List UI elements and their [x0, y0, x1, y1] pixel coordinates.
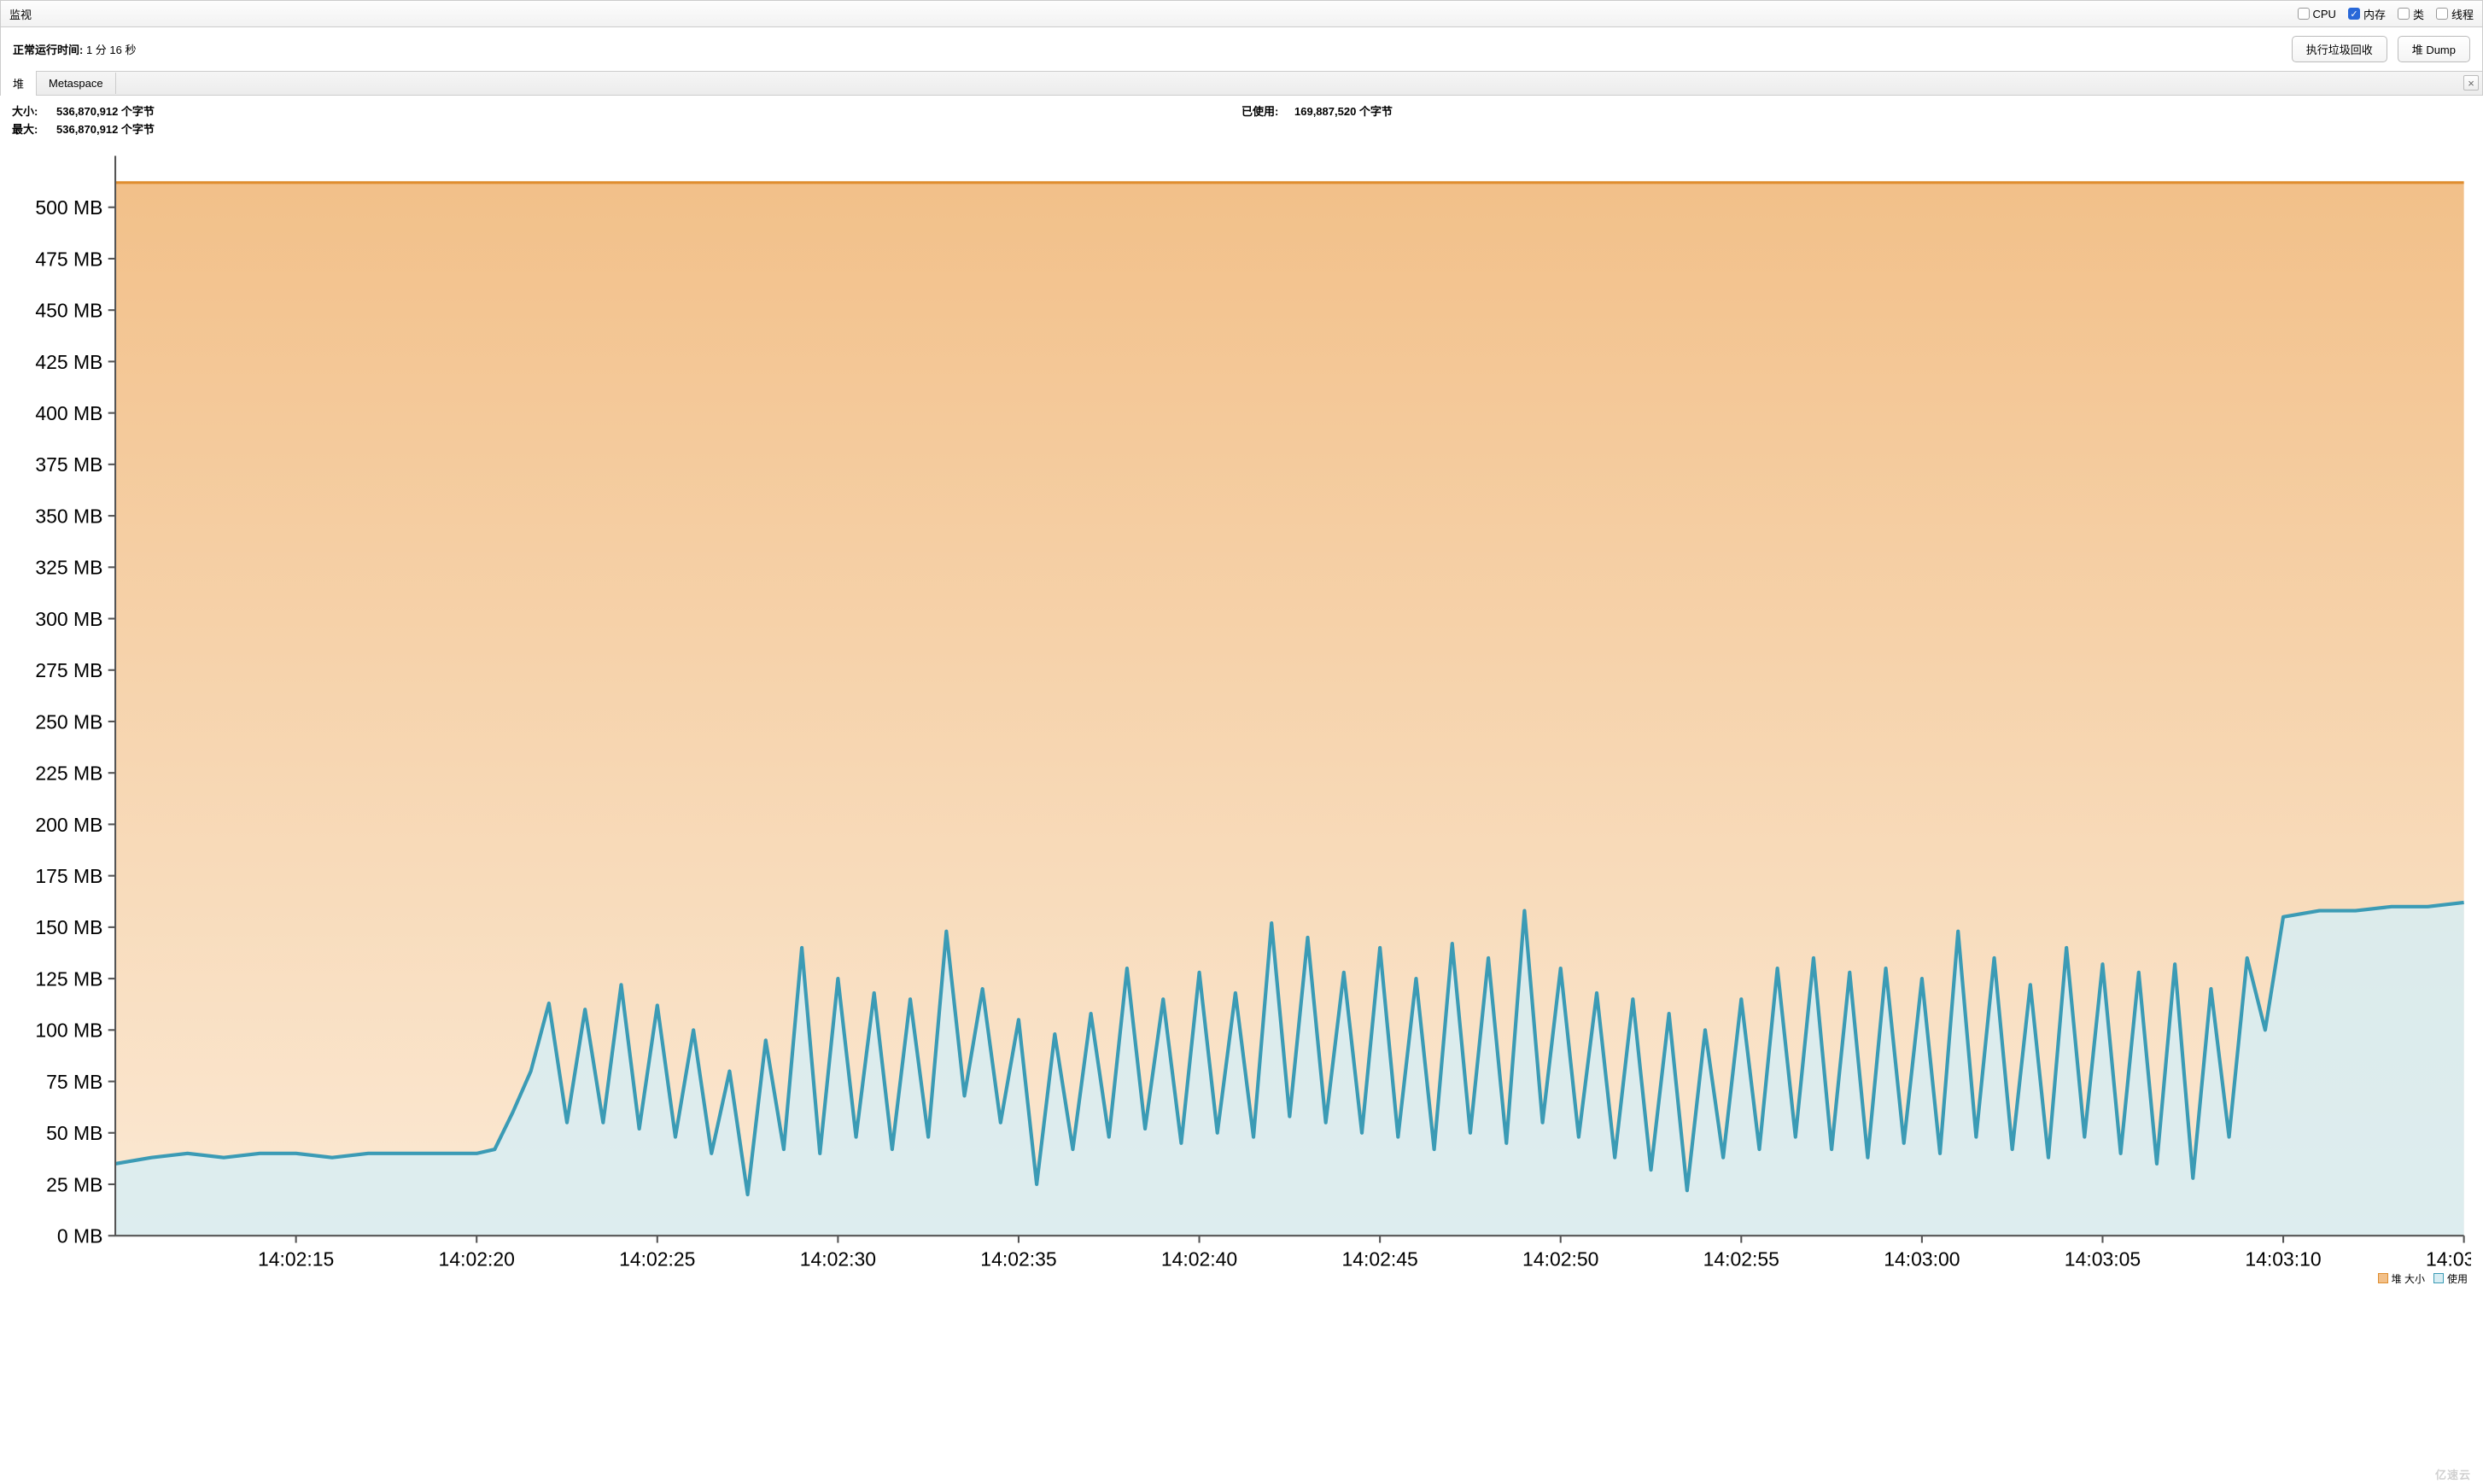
- svg-text:275 MB: 275 MB: [35, 659, 102, 681]
- heap-chart: 0 MB 25 MB 50 MB 75 MB 100 MB 125 MB 150 MB 175…: [12, 145, 2471, 1286]
- used-label: 已使用:: [1242, 102, 1289, 119]
- status-bar: 正常运行时间: 1 分 16 秒 执行垃圾回收 堆 Dump: [0, 27, 2483, 72]
- svg-text:14:03:10: 14:03:10: [2245, 1248, 2321, 1271]
- legend-swatch-icon: [2378, 1273, 2388, 1283]
- toggle-label: 内存: [2363, 6, 2386, 22]
- checkbox-icon: ✓: [2348, 8, 2360, 20]
- uptime: 正常运行时间: 1 分 16 秒: [13, 41, 137, 57]
- toggle-label: CPU: [2313, 8, 2336, 20]
- svg-text:350 MB: 350 MB: [35, 505, 102, 527]
- svg-text:14:03:15: 14:03:15: [2426, 1248, 2471, 1271]
- svg-text:0 MB: 0 MB: [57, 1225, 103, 1247]
- svg-text:250 MB: 250 MB: [35, 710, 102, 733]
- view-toggle-group: CPU ✓ 内存 类 线程: [2298, 6, 2474, 22]
- svg-text:14:03:00: 14:03:00: [1884, 1248, 1960, 1271]
- legend-label: 堆 大小: [2392, 1271, 2425, 1286]
- toggle-memory[interactable]: ✓ 内存: [2348, 6, 2386, 22]
- svg-text:14:02:20: 14:02:20: [439, 1248, 515, 1271]
- max-label: 最大:: [12, 120, 51, 137]
- uptime-value: 1 分 16 秒: [86, 44, 137, 56]
- svg-text:325 MB: 325 MB: [35, 557, 102, 579]
- chart-svg: 0 MB 25 MB 50 MB 75 MB 100 MB 125 MB 150 MB 175…: [12, 145, 2471, 1286]
- svg-text:175 MB: 175 MB: [35, 865, 102, 887]
- heap-stats: 大小: 536,870,912 个字节 最大: 536,870,912 个字节 …: [0, 96, 2483, 140]
- svg-text:500 MB: 500 MB: [35, 196, 102, 219]
- action-buttons: 执行垃圾回收 堆 Dump: [2292, 36, 2470, 62]
- size-value: 536,870,912 个字节: [56, 102, 155, 119]
- legend-heap-size: 堆 大小: [2378, 1271, 2425, 1286]
- svg-text:50 MB: 50 MB: [46, 1122, 102, 1144]
- svg-text:475 MB: 475 MB: [35, 248, 102, 270]
- max-value: 536,870,912 个字节: [56, 120, 155, 137]
- svg-text:75 MB: 75 MB: [46, 1071, 102, 1093]
- svg-text:14:02:25: 14:02:25: [619, 1248, 695, 1271]
- svg-text:300 MB: 300 MB: [35, 608, 102, 630]
- svg-text:375 MB: 375 MB: [35, 453, 102, 476]
- svg-text:400 MB: 400 MB: [35, 402, 102, 424]
- size-label: 大小:: [12, 102, 51, 119]
- used-value: 169,887,520 个字节: [1294, 102, 1393, 119]
- checkbox-icon: [2398, 8, 2410, 20]
- svg-text:14:02:15: 14:02:15: [258, 1248, 334, 1271]
- chart-legend: 堆 大小 使用: [2375, 1270, 2471, 1288]
- legend-swatch-icon: [2433, 1273, 2444, 1283]
- svg-text:25 MB: 25 MB: [46, 1173, 102, 1195]
- toggle-label: 线程: [2451, 6, 2474, 22]
- svg-text:14:03:05: 14:03:05: [2065, 1248, 2141, 1271]
- close-icon[interactable]: ×: [2463, 75, 2479, 91]
- svg-text:125 MB: 125 MB: [35, 967, 102, 990]
- toolbar-title: 监视: [9, 6, 32, 22]
- svg-text:14:02:35: 14:02:35: [980, 1248, 1056, 1271]
- toolbar: 监视 CPU ✓ 内存 类 线程: [0, 0, 2483, 27]
- checkbox-icon: [2436, 8, 2448, 20]
- tab-heap[interactable]: 堆: [1, 71, 37, 96]
- svg-text:450 MB: 450 MB: [35, 300, 102, 322]
- svg-text:14:02:30: 14:02:30: [800, 1248, 876, 1271]
- svg-text:14:02:45: 14:02:45: [1341, 1248, 1417, 1271]
- svg-text:425 MB: 425 MB: [35, 351, 102, 373]
- heap-dump-button[interactable]: 堆 Dump: [2398, 36, 2470, 62]
- toggle-classes[interactable]: 类: [2398, 6, 2424, 22]
- svg-text:14:02:50: 14:02:50: [1522, 1248, 1598, 1271]
- gc-button[interactable]: 执行垃圾回收: [2292, 36, 2387, 62]
- svg-text:100 MB: 100 MB: [35, 1020, 102, 1042]
- toggle-cpu[interactable]: CPU: [2298, 8, 2336, 20]
- tab-bar: 堆 Metaspace ×: [0, 72, 2483, 96]
- toggle-label: 类: [2413, 6, 2424, 22]
- svg-text:150 MB: 150 MB: [35, 916, 102, 938]
- svg-text:14:02:40: 14:02:40: [1161, 1248, 1237, 1271]
- legend-label: 使用: [2447, 1271, 2468, 1286]
- svg-text:225 MB: 225 MB: [35, 762, 102, 785]
- svg-text:14:02:55: 14:02:55: [1703, 1248, 1779, 1271]
- svg-text:200 MB: 200 MB: [35, 814, 102, 836]
- tab-metaspace[interactable]: Metaspace: [37, 73, 116, 94]
- checkbox-icon: [2298, 8, 2310, 20]
- toggle-threads[interactable]: 线程: [2436, 6, 2474, 22]
- watermark: 亿速云: [2435, 1466, 2471, 1482]
- legend-heap-used: 使用: [2433, 1271, 2468, 1286]
- uptime-label: 正常运行时间:: [13, 44, 83, 56]
